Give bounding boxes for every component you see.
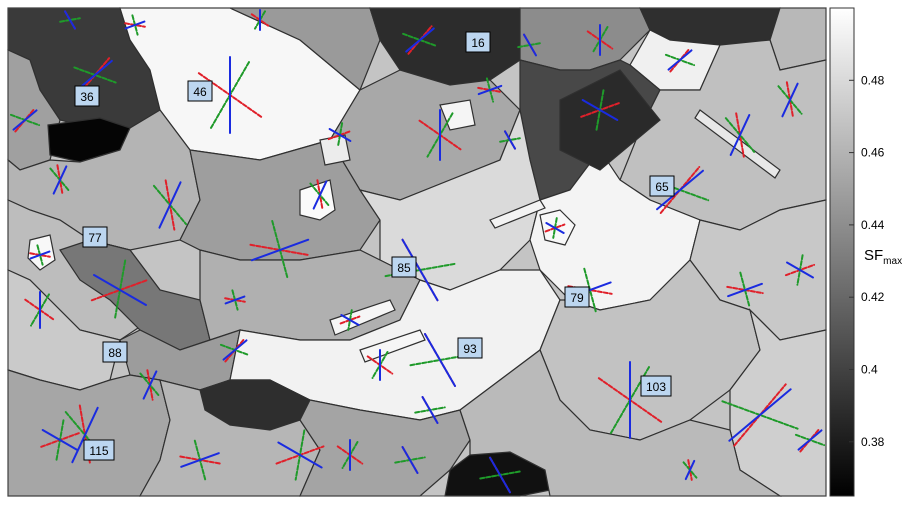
grain-small-white-5 [319, 134, 351, 166]
slip-trace-line [667, 49, 693, 71]
grain-top-right-edge [769, 7, 827, 71]
colorbar-tick-label: 0.48 [861, 73, 885, 87]
slip-trace-line [328, 128, 352, 142]
slip-trace-line [504, 130, 516, 150]
slip-trace-layer [9, 9, 826, 494]
grain-label-box-16 [465, 31, 491, 53]
slip-trace-line [786, 261, 814, 279]
slip-trace-line [93, 274, 147, 306]
slip-trace-line [581, 99, 619, 121]
slip-trace-line [29, 250, 51, 260]
grain-label-65: 65 [655, 180, 669, 194]
slip-trace-line [77, 59, 113, 91]
grain-layer [7, 7, 827, 497]
grain-label-box-93 [457, 337, 483, 359]
grain-label-box-65 [649, 175, 675, 197]
colorbar-tick-label: 0.42 [861, 290, 885, 304]
grain-label-46: 46 [193, 85, 207, 99]
grain-label-16: 16 [471, 36, 485, 50]
grain-label-93: 93 [463, 342, 477, 356]
slip-trace-line [405, 27, 435, 53]
slip-trace-line [250, 238, 310, 262]
grain-label-layer: 16 36 46 65 77 79 85 88 93 103 115 [74, 31, 675, 461]
slip-trace-line [684, 459, 696, 481]
grain-label-77: 77 [88, 231, 102, 245]
slip-trace-line [523, 33, 537, 57]
slip-trace-line [401, 238, 439, 302]
colorbar-gradient [829, 7, 855, 497]
slip-trace-line [222, 339, 248, 361]
grain-small-white-3 [27, 234, 56, 271]
slip-trace-line [340, 314, 360, 326]
slip-trace-line [41, 429, 79, 451]
grain-label-79: 79 [570, 291, 584, 305]
grain-label-box-79 [564, 286, 590, 308]
grain-bottom-right [459, 349, 783, 497]
slip-trace-line [12, 109, 38, 131]
grain-label-box-103 [640, 375, 672, 397]
slip-trace-line [656, 169, 704, 211]
colorbar-ticks: 0.48 0.46 0.44 0.42 0.4 0.38 [849, 73, 885, 449]
slip-trace-line [277, 441, 323, 469]
map-frame [7, 7, 827, 497]
slip-trace-line [797, 429, 823, 451]
slip-trace-line [477, 84, 503, 96]
colorbar-title: SFmax [864, 247, 902, 267]
grain-115 [7, 369, 171, 497]
grain-label-85: 85 [397, 261, 411, 275]
slip-trace-line [489, 456, 511, 494]
grain-label-115: 115 [89, 444, 108, 458]
slip-trace-line [728, 388, 792, 442]
grain-label-103: 103 [646, 380, 666, 394]
grain-label-box-36 [74, 85, 100, 107]
colorbar: 0.48 0.46 0.44 0.42 0.4 0.38 SFmax [829, 7, 902, 497]
slip-trace-line [729, 114, 751, 156]
grain-label-box-77 [82, 226, 108, 248]
slip-trace-line [424, 333, 456, 387]
slip-trace-line [142, 370, 158, 400]
slip-trace-line [401, 446, 419, 474]
grain-twin-strip-2 [359, 329, 426, 363]
slip-trace-line [71, 406, 99, 464]
slip-trace-line [781, 82, 799, 118]
grain-label-88: 88 [108, 346, 122, 360]
slip-trace-line [180, 452, 220, 468]
slip-trace-line [545, 222, 565, 234]
colorbar-tick-label: 0.46 [861, 146, 885, 160]
grain-twin-strip-1 [329, 299, 396, 336]
slip-trace-line [224, 295, 246, 305]
grain-label-box-88 [102, 341, 128, 363]
grain-twin-strip-4 [489, 199, 546, 229]
colorbar-tick-label: 0.4 [861, 362, 878, 376]
grain-dark-band [559, 69, 661, 171]
grain-label-box-46 [187, 80, 213, 102]
slip-trace-line [64, 10, 76, 30]
slip-trace-line [124, 20, 146, 30]
colorbar-tick-label: 0.38 [861, 435, 885, 449]
slip-trace-line [312, 180, 328, 210]
grain-label-box-85 [391, 256, 417, 278]
grain-label-36: 36 [80, 90, 94, 104]
colorbar-tick-label: 0.44 [861, 218, 885, 232]
slip-trace-line [421, 396, 439, 424]
slip-trace-line [158, 181, 182, 229]
grain-label-box-115 [83, 439, 115, 461]
slip-trace-line [52, 165, 68, 195]
slip-trace-line [727, 282, 763, 298]
